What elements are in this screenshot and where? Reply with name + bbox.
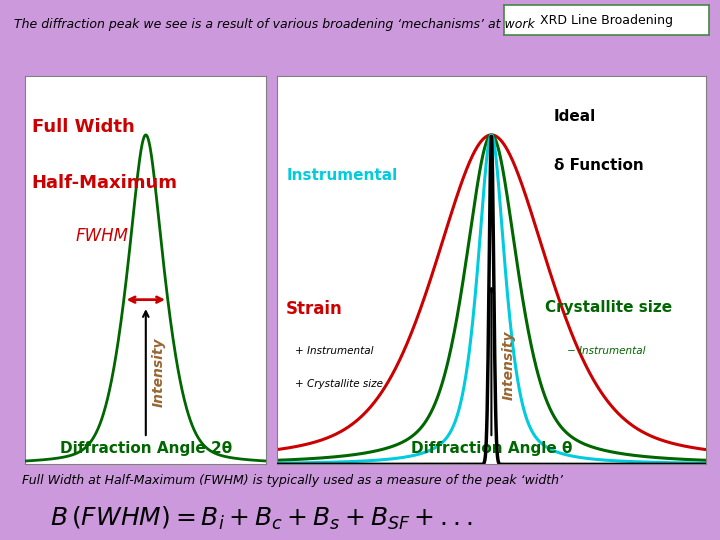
- Text: Ideal: Ideal: [554, 109, 596, 124]
- Text: FWHM: FWHM: [76, 227, 129, 245]
- Text: − Instrumental: − Instrumental: [567, 346, 646, 356]
- Text: Full Width at Half-Maximum (FWHM) is typically used as a measure of the peak ‘wi: Full Width at Half-Maximum (FWHM) is typ…: [22, 474, 562, 487]
- Text: Half-Maximum: Half-Maximum: [32, 174, 178, 192]
- Text: $B\,(FWHM) = B_i + B_c + B_s + B_{SF} + ...$: $B\,(FWHM) = B_i + B_c + B_s + B_{SF} + …: [50, 505, 473, 532]
- Text: The diffraction peak we see is a result of various broadening ‘mechanisms’ at wo: The diffraction peak we see is a result …: [14, 18, 535, 31]
- Text: Intensity: Intensity: [501, 331, 516, 400]
- Text: Instrumental: Instrumental: [286, 168, 397, 183]
- Text: Diffraction Angle θ: Diffraction Angle θ: [410, 441, 572, 456]
- Text: Strain: Strain: [286, 300, 343, 318]
- Text: XRD Line Broadening: XRD Line Broadening: [540, 14, 673, 27]
- Text: δ Function: δ Function: [554, 158, 644, 173]
- Text: Full Width: Full Width: [32, 118, 135, 137]
- Text: Diffraction Angle 2θ: Diffraction Angle 2θ: [60, 441, 232, 456]
- Text: + Crystallite size: + Crystallite size: [295, 379, 383, 389]
- Text: Intensity: Intensity: [151, 338, 166, 407]
- Text: + Instrumental: + Instrumental: [295, 346, 374, 356]
- Text: Crystallite size: Crystallite size: [545, 300, 672, 315]
